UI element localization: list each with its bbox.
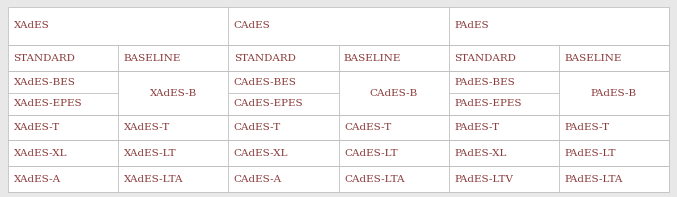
Text: PAdES-EPES: PAdES-EPES: [454, 99, 521, 108]
Bar: [449, 7, 669, 45]
Bar: [118, 140, 228, 166]
Text: STANDARD: STANDARD: [14, 54, 75, 62]
Bar: [449, 115, 559, 140]
Text: PAdES: PAdES: [454, 21, 489, 30]
Text: XAdES-A: XAdES-A: [14, 175, 61, 184]
Text: XAdES: XAdES: [14, 21, 49, 30]
Text: CAdES-BES: CAdES-BES: [234, 78, 297, 87]
Bar: [449, 166, 559, 192]
Bar: [449, 93, 559, 115]
Text: PAdES-B: PAdES-B: [591, 88, 637, 98]
Text: XAdES-LT: XAdES-LT: [124, 149, 176, 158]
Text: XAdES-LTA: XAdES-LTA: [124, 175, 183, 184]
Bar: [8, 72, 118, 93]
Text: PAdES-LT: PAdES-LT: [564, 149, 615, 158]
Bar: [8, 7, 228, 45]
Bar: [8, 166, 118, 192]
Bar: [338, 115, 449, 140]
Bar: [449, 140, 559, 166]
Bar: [228, 166, 338, 192]
Bar: [559, 72, 669, 115]
Bar: [8, 115, 118, 140]
Bar: [228, 45, 338, 72]
Bar: [559, 115, 669, 140]
Bar: [338, 140, 449, 166]
Text: PAdES-XL: PAdES-XL: [454, 149, 506, 158]
Bar: [559, 140, 669, 166]
Text: PAdES-LTV: PAdES-LTV: [454, 175, 513, 184]
Bar: [228, 72, 338, 93]
Text: XAdES-B: XAdES-B: [150, 88, 197, 98]
Text: BASELINE: BASELINE: [564, 54, 621, 62]
Text: PAdES-BES: PAdES-BES: [454, 78, 515, 87]
Bar: [228, 115, 338, 140]
Text: CAdES-T: CAdES-T: [344, 123, 391, 132]
Text: XAdES-T: XAdES-T: [14, 123, 60, 132]
Bar: [8, 140, 118, 166]
Text: PAdES-T: PAdES-T: [564, 123, 609, 132]
Text: XAdES-EPES: XAdES-EPES: [14, 99, 82, 108]
Text: CAdES: CAdES: [234, 21, 271, 30]
Bar: [8, 93, 118, 115]
Bar: [8, 45, 118, 72]
Text: PAdES-LTA: PAdES-LTA: [564, 175, 623, 184]
Bar: [449, 72, 559, 93]
Text: CAdES-B: CAdES-B: [370, 88, 418, 98]
Bar: [338, 45, 449, 72]
Text: CAdES-EPES: CAdES-EPES: [234, 99, 303, 108]
Text: PAdES-T: PAdES-T: [454, 123, 499, 132]
Text: BASELINE: BASELINE: [124, 54, 181, 62]
Text: CAdES-LT: CAdES-LT: [344, 149, 397, 158]
Text: BASELINE: BASELINE: [344, 54, 401, 62]
Text: XAdES-T: XAdES-T: [124, 123, 170, 132]
Bar: [118, 45, 228, 72]
Text: CAdES-T: CAdES-T: [234, 123, 281, 132]
Bar: [559, 166, 669, 192]
Bar: [338, 72, 449, 115]
Bar: [228, 7, 449, 45]
Bar: [559, 45, 669, 72]
Text: CAdES-LTA: CAdES-LTA: [344, 175, 404, 184]
Text: CAdES-XL: CAdES-XL: [234, 149, 288, 158]
Bar: [338, 166, 449, 192]
Text: STANDARD: STANDARD: [454, 54, 516, 62]
Text: STANDARD: STANDARD: [234, 54, 296, 62]
Bar: [118, 115, 228, 140]
Bar: [118, 166, 228, 192]
Bar: [228, 140, 338, 166]
Text: CAdES-A: CAdES-A: [234, 175, 282, 184]
Bar: [228, 93, 338, 115]
Text: XAdES-BES: XAdES-BES: [14, 78, 75, 87]
Bar: [449, 45, 559, 72]
Text: XAdES-XL: XAdES-XL: [14, 149, 67, 158]
Bar: [118, 72, 228, 115]
